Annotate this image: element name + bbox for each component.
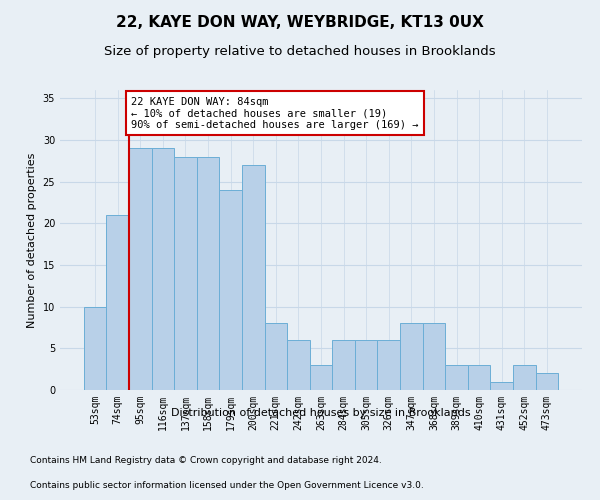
Bar [490,382,513,390]
Text: 22 KAYE DON WAY: 84sqm
← 10% of detached houses are smaller (19)
90% of semi-det: 22 KAYE DON WAY: 84sqm ← 10% of detached… [131,96,419,130]
Bar [355,340,377,390]
Bar [468,365,490,390]
Bar [242,165,265,390]
Bar [287,340,310,390]
Bar [332,340,355,390]
Bar [400,324,422,390]
Bar [197,156,220,390]
Bar [536,374,558,390]
Bar [445,365,468,390]
Y-axis label: Number of detached properties: Number of detached properties [27,152,37,328]
Bar [84,306,106,390]
Bar [129,148,152,390]
Bar [422,324,445,390]
Bar [106,215,129,390]
Bar [265,324,287,390]
Bar [220,190,242,390]
Text: Size of property relative to detached houses in Brooklands: Size of property relative to detached ho… [104,45,496,58]
Bar [513,365,536,390]
Bar [152,148,174,390]
Bar [174,156,197,390]
Bar [377,340,400,390]
Text: 22, KAYE DON WAY, WEYBRIDGE, KT13 0UX: 22, KAYE DON WAY, WEYBRIDGE, KT13 0UX [116,15,484,30]
Text: Contains HM Land Registry data © Crown copyright and database right 2024.: Contains HM Land Registry data © Crown c… [30,456,382,465]
Text: Distribution of detached houses by size in Brooklands: Distribution of detached houses by size … [171,408,471,418]
Bar [310,365,332,390]
Text: Contains public sector information licensed under the Open Government Licence v3: Contains public sector information licen… [30,481,424,490]
